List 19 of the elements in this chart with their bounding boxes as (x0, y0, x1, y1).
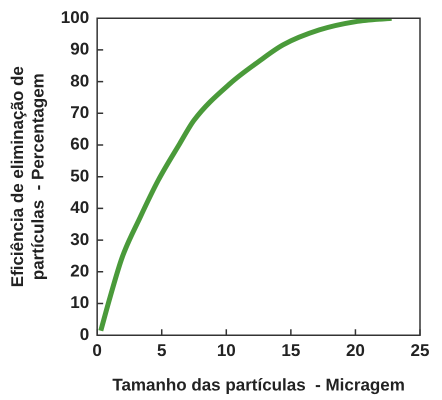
x-tick-label: 25 (410, 341, 430, 360)
x-tick-label: 20 (346, 341, 365, 360)
y-tick-label: 90 (70, 40, 90, 59)
y-tick-label: 40 (70, 198, 90, 218)
y-tick-label: 20 (70, 261, 90, 280)
x-tick-label: 5 (156, 341, 166, 360)
y-axis-title: Eficiência de eliminação de partículas - Percentagem (8, 66, 48, 288)
y-tick-label: 10 (70, 293, 90, 312)
y-tick-label: 0 (80, 324, 90, 344)
x-tick-label: 15 (281, 341, 300, 360)
x-tick-label: 0 (92, 341, 102, 360)
y-tick-label: 30 (70, 230, 90, 249)
y-tick-label: 100 (60, 8, 90, 27)
x-tick-label: 10 (216, 341, 236, 360)
y-tick-label: 70 (70, 102, 90, 122)
y-tick-label: 50 (70, 166, 90, 186)
x-axis-title: Tamanho das partículas - Micragem (112, 375, 405, 394)
y-tick-label: 60 (70, 134, 90, 154)
y-tick-label: 80 (70, 71, 90, 90)
